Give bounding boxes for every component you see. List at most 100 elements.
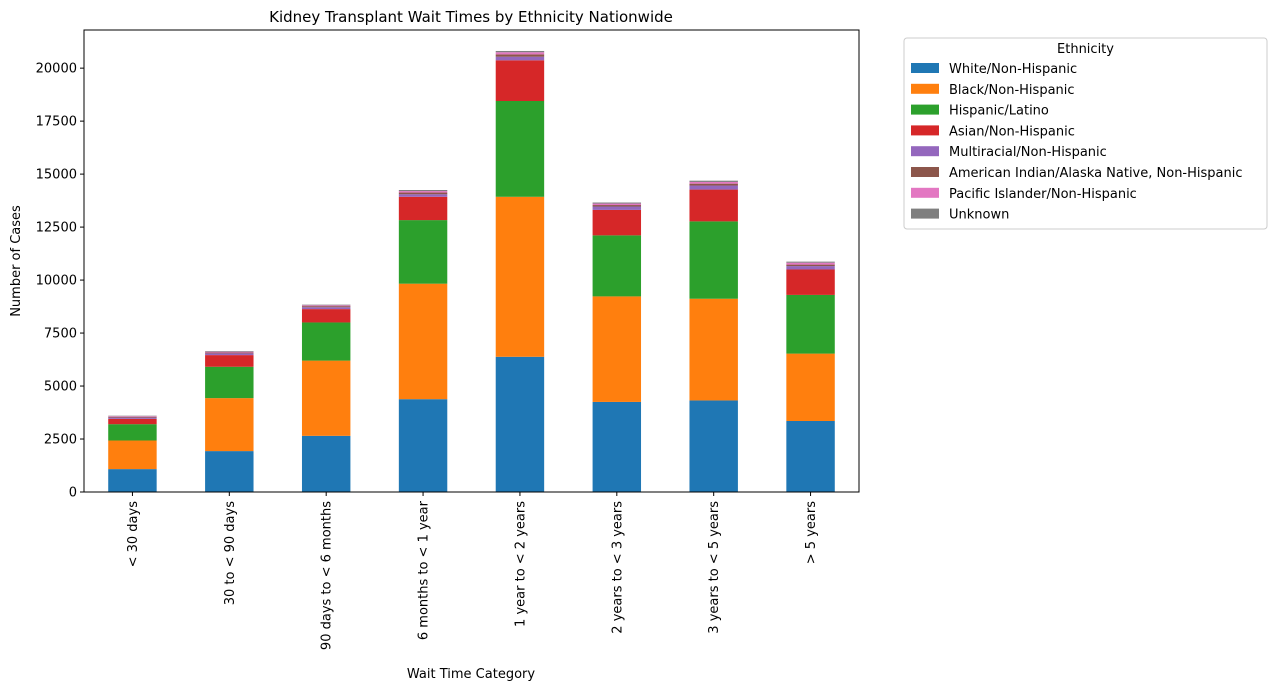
y-tick-label-8: 20000 (36, 62, 77, 77)
bar-segment-5-4 (592, 206, 642, 210)
legend-swatch-3 (911, 125, 939, 136)
bar-segment-1-4 (205, 353, 254, 356)
bar-segment-3-2 (398, 220, 448, 284)
bar-segment-6-7 (689, 180, 738, 182)
bar-segment-2-7 (301, 304, 351, 306)
x-tick-label-0: < 30 days (126, 501, 141, 568)
bar-segment-0-3 (108, 418, 157, 425)
axes-layer: 0 2500 5000 7500 10000 12500 15000 17500 20000 < … (36, 29, 860, 650)
x-tick-label-6: 3 years to < 5 years (707, 501, 722, 634)
bar-segment-0-0 (108, 469, 157, 492)
bar-segment-0-6 (108, 416, 157, 417)
bar-segment-4-3 (495, 60, 545, 101)
bar-segment-1-5 (205, 352, 254, 354)
y-tick-label-0: 0 (69, 486, 77, 501)
y-tick-label-2: 5000 (44, 380, 77, 395)
bar-segment-0-4 (108, 417, 157, 419)
bar-segment-3-0 (398, 399, 448, 492)
bar-segment-1-1 (205, 398, 254, 452)
x-tick-label-1: 30 to < 90 days (223, 501, 238, 605)
bar-segment-6-2 (689, 221, 738, 299)
legend-swatch-0 (911, 63, 939, 73)
bar-segment-7-6 (786, 262, 835, 265)
bar-segment-4-0 (495, 356, 545, 492)
bar-segment-0-5 (108, 416, 157, 418)
legend-swatch-1 (911, 83, 939, 94)
bar-segment-6-0 (689, 400, 738, 492)
legend-swatch-2 (911, 104, 939, 115)
bar-segment-1-2 (205, 366, 254, 399)
x-tick-label-4: 1 year to < 2 years (513, 501, 528, 627)
bar-segment-1-3 (205, 355, 254, 367)
y-tick-label-6: 15000 (36, 168, 77, 183)
bar-segment-5-5 (592, 205, 642, 207)
x-axis-label: Wait Time Category (407, 667, 535, 682)
x-tick-label-5: 2 years to < 3 years (610, 501, 625, 634)
bar-segment-2-2 (301, 322, 351, 361)
bar-segment-7-7 (786, 261, 835, 263)
legend-swatch-7 (911, 208, 939, 219)
bar-segment-7-0 (786, 421, 835, 492)
bar-segment-6-5 (689, 183, 738, 186)
bar-segment-4-4 (495, 56, 545, 61)
bar-segment-6-6 (689, 181, 738, 184)
bar-segment-2-3 (301, 309, 351, 323)
plot-frame (83, 29, 860, 493)
bar-segment-5-7 (592, 202, 642, 204)
bar-segment-1-0 (205, 451, 254, 492)
legend-label-6: Pacific Islander/Non-Hispanic (949, 187, 1137, 202)
y-tick-label-1: 2500 (44, 433, 77, 448)
bar-segment-4-2 (495, 101, 545, 197)
bar-segment-5-2 (592, 235, 642, 297)
legend-label-4: Multiracial/Non-Hispanic (949, 145, 1107, 160)
y-tick-label-4: 10000 (36, 274, 77, 289)
bar-segment-3-4 (398, 194, 448, 197)
bar-segment-1-7 (205, 351, 254, 352)
bar-segment-1-6 (205, 351, 254, 353)
legend-label-7: Unknown (949, 208, 1009, 223)
bar-segment-4-6 (495, 52, 545, 55)
y-tick-label-7: 17500 (36, 115, 77, 130)
bar-segment-2-5 (301, 306, 351, 308)
bars-layer (108, 50, 835, 492)
bar-segment-5-0 (592, 401, 642, 492)
bar-segment-6-1 (689, 298, 738, 401)
legend-title: Ethnicity (1057, 42, 1114, 57)
bar-segment-2-4 (301, 307, 351, 310)
bar-segment-6-3 (689, 189, 738, 222)
bar-segment-7-1 (786, 353, 835, 421)
bar-segment-4-1 (495, 196, 545, 357)
bar-segment-3-3 (398, 196, 448, 221)
bar-segment-4-7 (495, 50, 545, 53)
legend-swatch-4 (911, 146, 939, 157)
legend-label-0: White/Non-Hispanic (949, 62, 1077, 77)
bar-segment-2-6 (301, 305, 351, 307)
bar-segment-4-5 (495, 54, 545, 57)
chart-title: Kidney Transplant Wait Times by Ethnicit… (269, 8, 673, 26)
legend-label-5: American Indian/Alaska Native, Non-Hispa… (949, 166, 1243, 181)
bar-segment-6-4 (689, 185, 738, 190)
x-tick-label-2: 90 days to < 6 months (320, 501, 335, 650)
bar-segment-0-1 (108, 440, 157, 470)
legend-label-3: Asian/Non-Hispanic (949, 124, 1075, 139)
legend-frame (903, 37, 1268, 230)
bar-segment-3-7 (398, 190, 448, 192)
bar-segment-7-5 (786, 264, 835, 267)
bar-segment-3-6 (398, 191, 448, 193)
bar-segment-5-3 (592, 209, 642, 236)
y-tick-label-5: 12500 (36, 221, 77, 236)
bar-segment-7-2 (786, 294, 835, 354)
legend: Ethnicity White/Non-Hispanic Black/Non-Hi… (903, 37, 1268, 230)
legend-swatch-5 (911, 167, 939, 177)
bar-segment-3-5 (398, 192, 448, 195)
legend-swatch-6 (911, 187, 939, 198)
x-tick-label-3: 6 months to < 1 year (417, 500, 432, 640)
y-axis-label: Number of Cases (9, 205, 24, 317)
legend-label-1: Black/Non-Hispanic (949, 83, 1075, 98)
bar-segment-5-6 (592, 203, 642, 206)
bar-segment-2-0 (301, 435, 351, 492)
bar-segment-7-4 (786, 266, 835, 270)
legend-label-2: Hispanic/Latino (949, 104, 1049, 119)
